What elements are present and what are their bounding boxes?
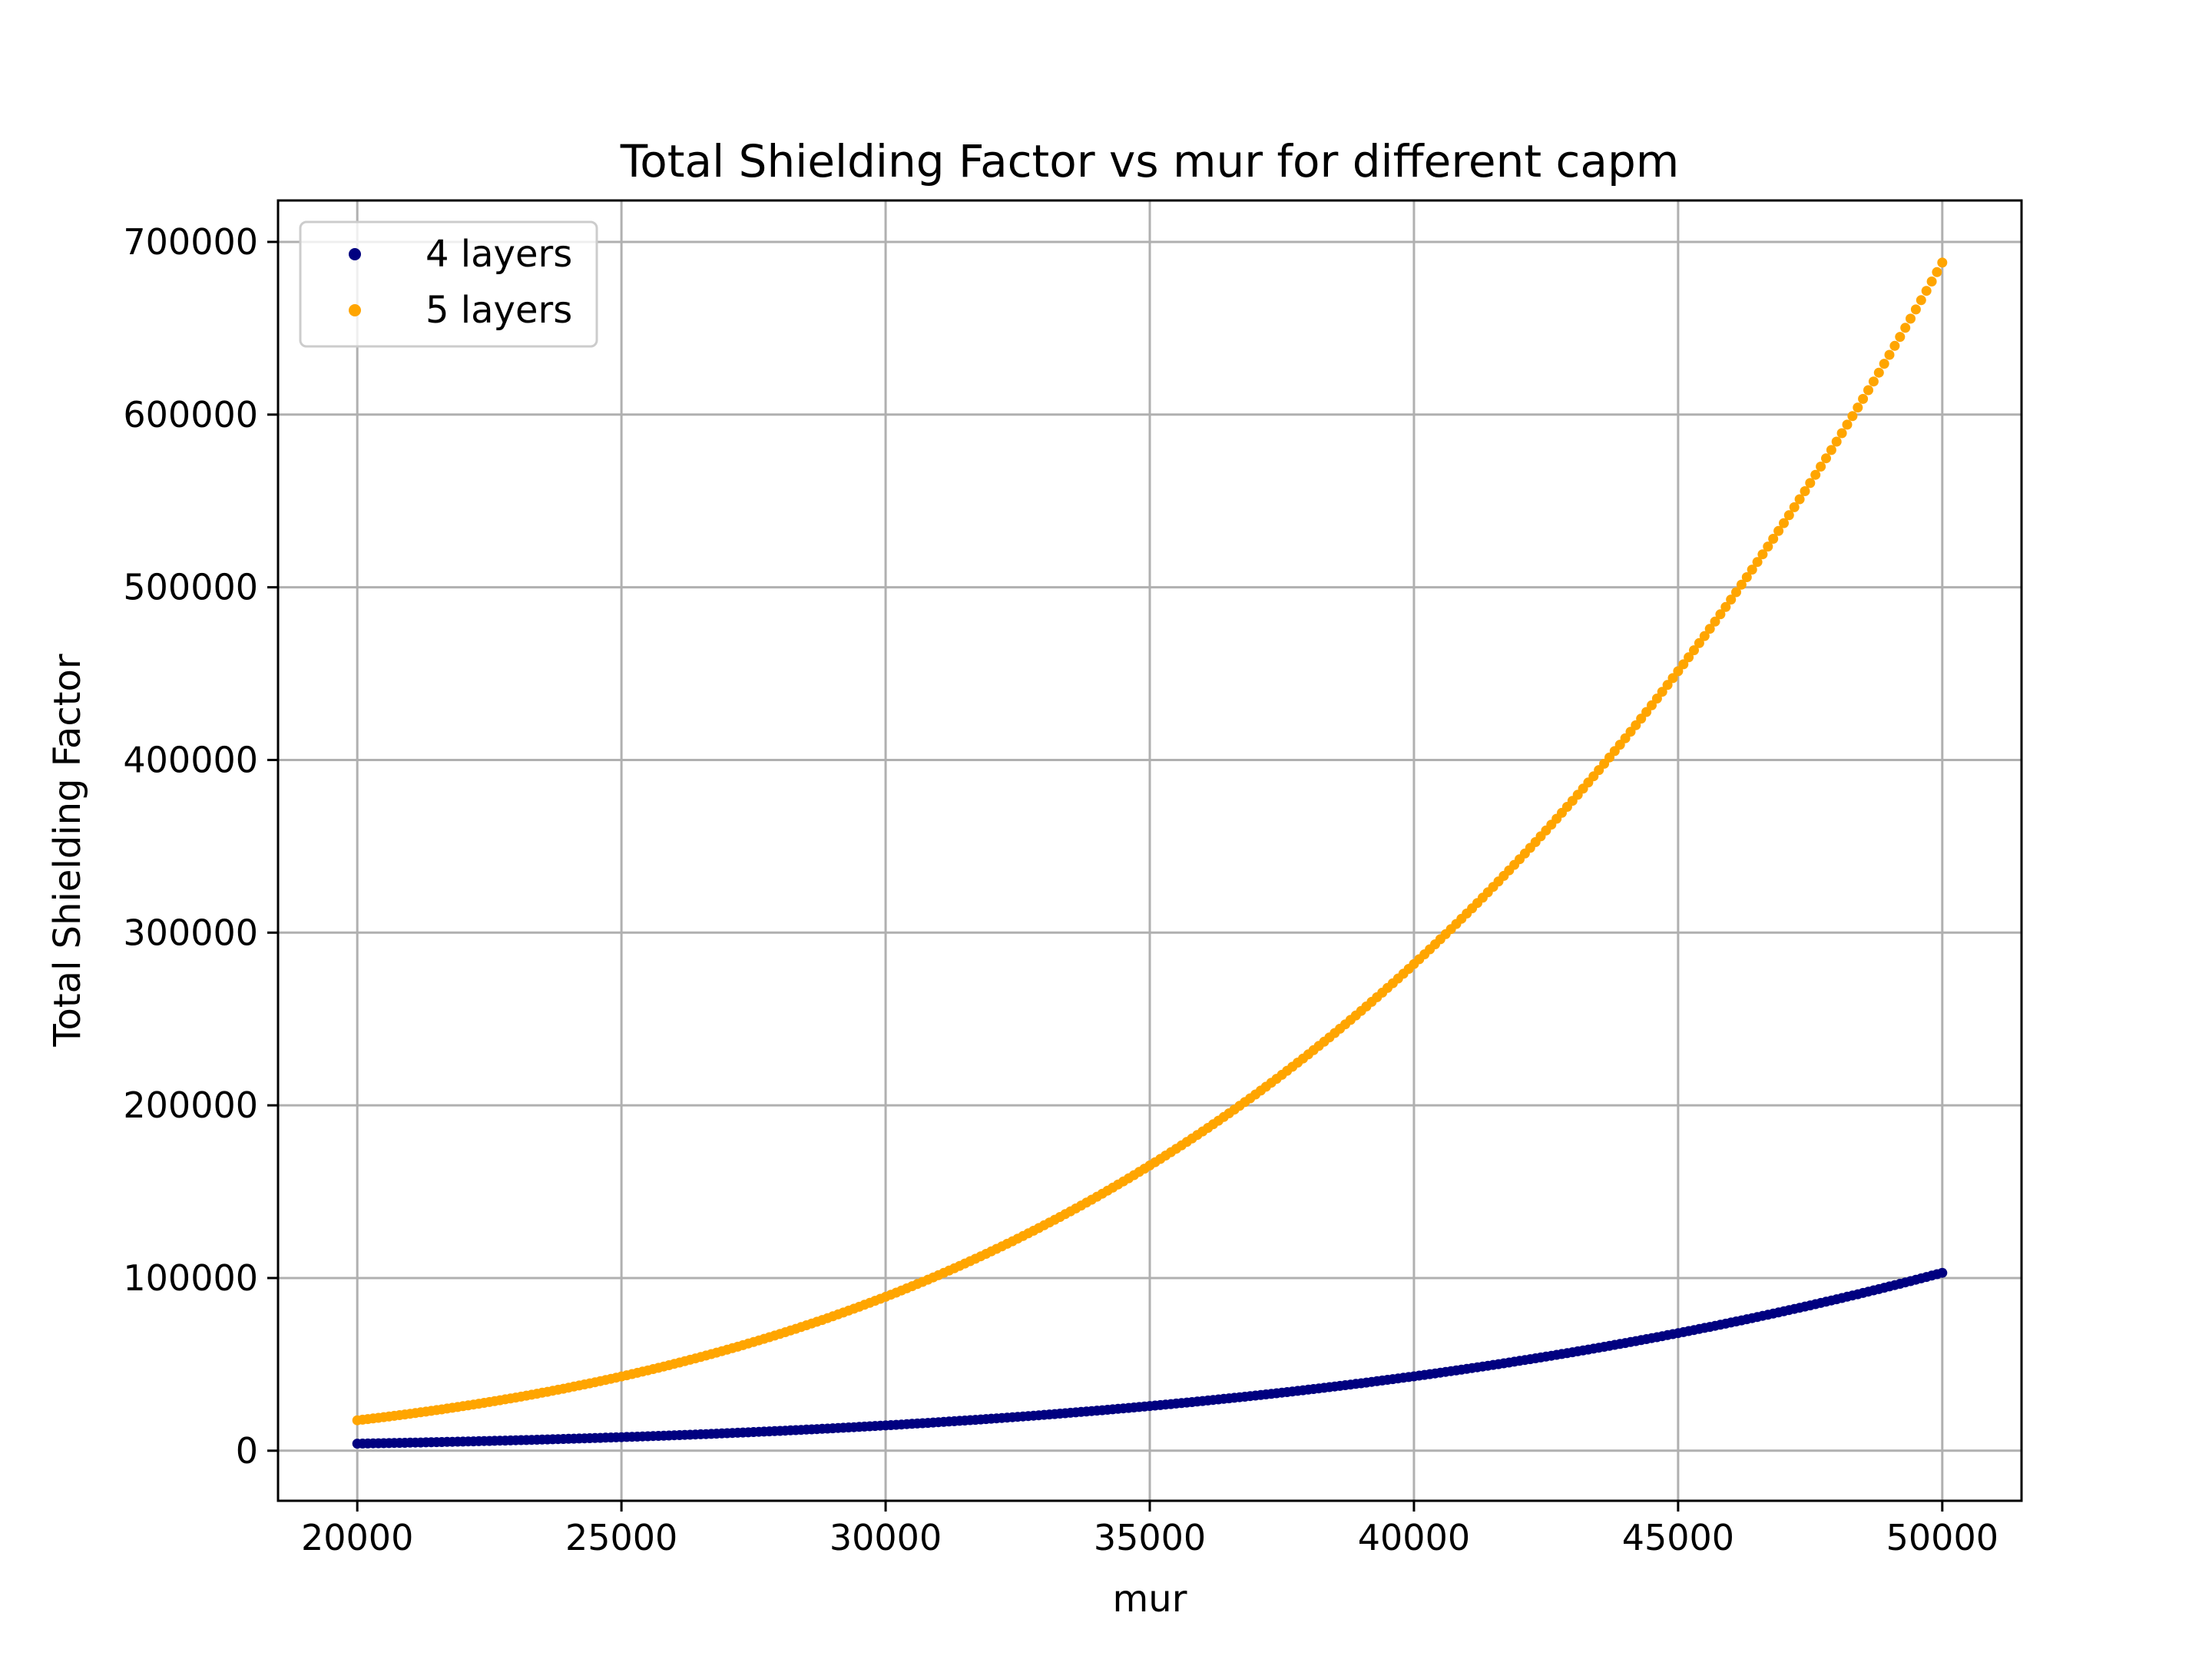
data-point <box>1752 557 1763 568</box>
legend-label-5-layers: 5 layers <box>426 289 572 332</box>
data-point <box>1726 594 1737 605</box>
data-point <box>1667 673 1678 684</box>
data-point <box>1810 469 1821 480</box>
data-point <box>1853 402 1863 413</box>
data-point <box>1906 313 1916 324</box>
series-5-layers <box>352 257 1948 1426</box>
legend-marker-4-layers <box>349 248 361 260</box>
data-point <box>1932 267 1942 277</box>
data-point <box>1699 631 1710 641</box>
data-point <box>1741 572 1752 582</box>
data-point <box>1889 340 1900 351</box>
x-tick-label: 45000 <box>1622 1517 1734 1558</box>
data-point <box>1768 534 1779 544</box>
data-points <box>352 257 1948 1449</box>
data-point <box>1821 453 1831 464</box>
y-tick-label: 100000 <box>123 1257 258 1299</box>
x-tick-label: 20000 <box>301 1517 413 1558</box>
data-point <box>1684 652 1694 663</box>
data-point <box>1937 1267 1948 1278</box>
chart-title: Total Shielding Factor vs mur for differ… <box>620 135 1680 187</box>
x-tick-label: 25000 <box>565 1517 677 1558</box>
y-tick-label: 200000 <box>123 1084 258 1126</box>
data-point <box>1926 276 1937 286</box>
data-point <box>1789 502 1800 512</box>
data-point <box>1763 541 1773 552</box>
data-point <box>1842 419 1853 430</box>
data-point <box>1662 680 1673 690</box>
data-point <box>1736 579 1747 590</box>
x-tick-label: 50000 <box>1886 1517 1998 1558</box>
data-point <box>1651 694 1662 704</box>
data-point <box>1879 359 1889 369</box>
data-point <box>1858 393 1869 404</box>
data-point <box>1800 486 1810 496</box>
data-point <box>1910 304 1921 315</box>
x-tick-label: 30000 <box>830 1517 942 1558</box>
data-point <box>1657 687 1667 697</box>
ticks: 20000 25000 30000 35000 40000 45000 5000001000… <box>123 221 1998 1558</box>
data-point <box>1805 478 1816 488</box>
data-point <box>1647 700 1657 710</box>
data-point <box>1715 609 1726 620</box>
legend: 4 layers 5 layers <box>299 220 598 348</box>
x-axis-label: mur <box>1113 1578 1187 1621</box>
data-point <box>1720 601 1731 612</box>
data-point <box>1847 411 1858 422</box>
data-point <box>1673 666 1684 677</box>
data-point <box>1916 295 1926 306</box>
x-tick-label: 35000 <box>1094 1517 1206 1558</box>
y-tick-label: 300000 <box>123 912 258 953</box>
y-tick-label: 700000 <box>123 221 258 263</box>
data-point <box>1868 376 1879 387</box>
data-point <box>1921 286 1932 296</box>
data-point <box>1873 367 1884 378</box>
data-point <box>1783 510 1794 521</box>
legend-marker-5-layers <box>349 304 361 316</box>
data-point <box>1747 565 1757 575</box>
y-axis-label: Total Shielding Factor <box>46 654 89 1048</box>
data-point <box>1937 257 1948 268</box>
data-point <box>1757 549 1768 560</box>
data-point <box>1900 323 1911 333</box>
data-point <box>1884 349 1895 360</box>
data-point <box>1689 645 1699 656</box>
data-point <box>1836 428 1847 439</box>
data-point <box>1779 518 1789 528</box>
data-point <box>1794 494 1805 505</box>
data-point <box>1694 637 1704 648</box>
series-4-layers <box>352 1267 1948 1449</box>
data-point <box>1678 659 1689 670</box>
data-point <box>1710 616 1720 627</box>
data-point <box>1863 385 1873 396</box>
y-tick-label: 500000 <box>123 567 258 608</box>
data-point <box>1641 707 1652 717</box>
data-point <box>1731 587 1741 598</box>
grid <box>278 200 2022 1501</box>
data-point <box>1704 624 1715 634</box>
data-point <box>1773 525 1784 536</box>
data-point <box>1895 332 1906 343</box>
data-point <box>1816 462 1826 472</box>
y-tick-label: 0 <box>236 1430 258 1472</box>
y-tick-label: 600000 <box>123 394 258 435</box>
legend-box <box>299 220 598 348</box>
x-tick-label: 40000 <box>1358 1517 1470 1558</box>
y-tick-label: 400000 <box>123 739 258 780</box>
data-point <box>1831 436 1842 447</box>
data-point <box>1826 445 1836 455</box>
legend-label-4-layers: 4 layers <box>426 233 572 276</box>
